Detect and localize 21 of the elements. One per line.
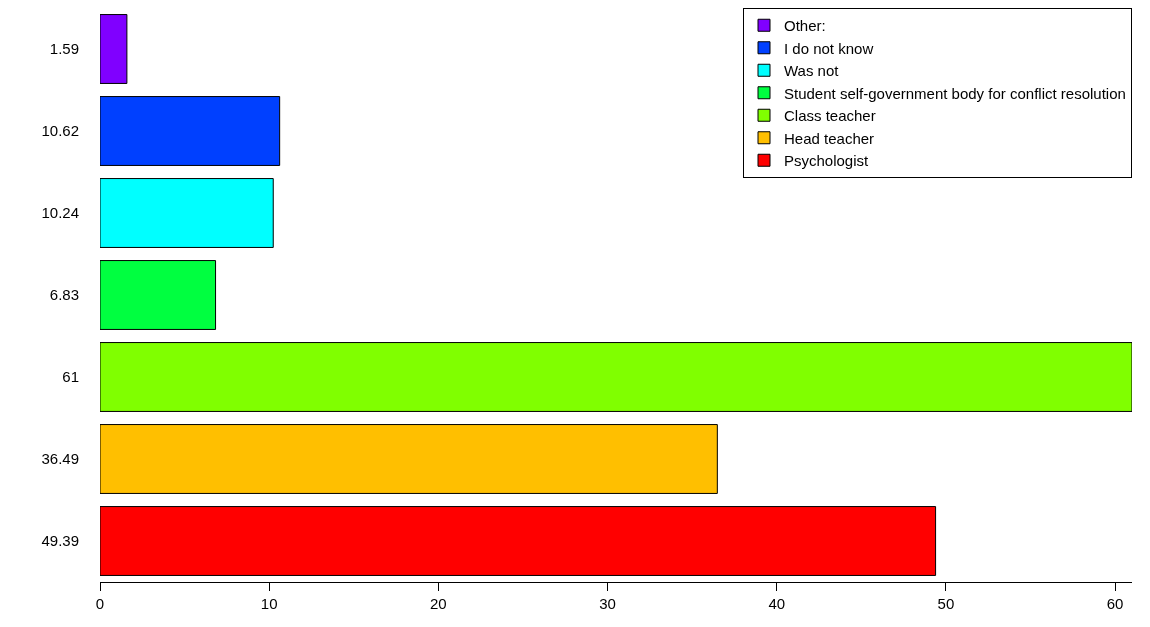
x-tick-label: 10	[260, 595, 278, 612]
y-tick-label: 36.49	[41, 450, 79, 468]
legend-label: Was not	[784, 62, 840, 80]
legend-label: Psychologist	[784, 152, 870, 170]
legend-label: Other:	[784, 17, 826, 35]
y-tick-label: 49.39	[41, 532, 79, 550]
x-tick-label: 60	[1106, 595, 1124, 612]
x-tick-label: 40	[768, 595, 786, 612]
y-tick-label: 1.59	[49, 40, 79, 58]
legend-label: Class teacher	[784, 107, 876, 125]
legend-label: Student self-government body for conflict resolution	[784, 84, 1126, 102]
legend-label: I do not know	[784, 39, 874, 57]
y-tick-label: 61	[62, 368, 79, 386]
x-tick-label: 20	[430, 595, 447, 612]
x-tick-label: 50	[937, 595, 955, 612]
y-tick-label: 10.62	[41, 122, 79, 140]
y-tick-label: 6.83	[49, 286, 79, 304]
y-tick-label: 10.24	[41, 204, 79, 222]
legend-label: Head teacher	[784, 129, 875, 147]
x-tick-label: 30	[599, 595, 616, 612]
x-tick-label: 0	[95, 595, 105, 612]
